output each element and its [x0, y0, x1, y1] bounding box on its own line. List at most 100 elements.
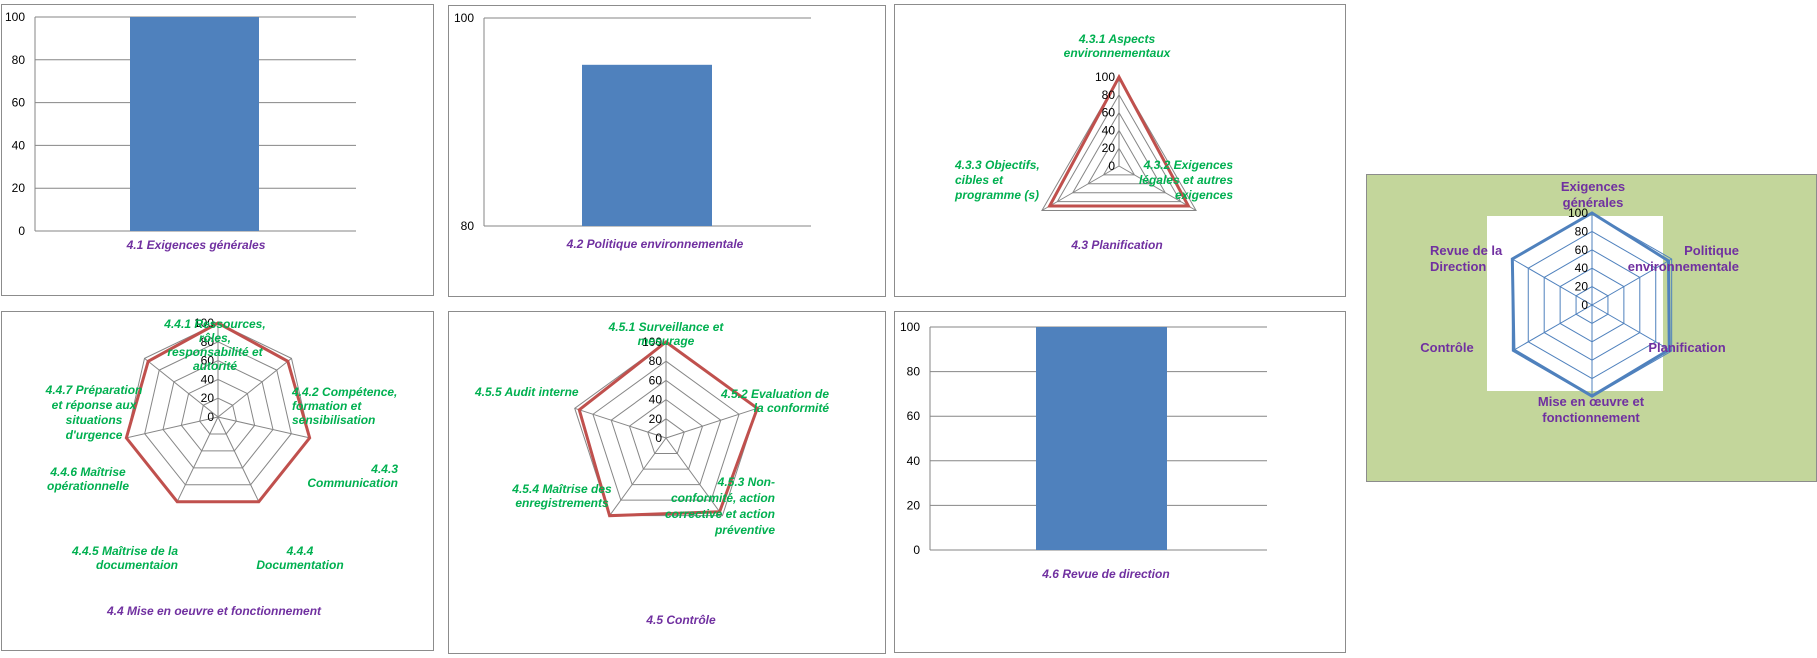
y-tick-label: 100	[5, 10, 25, 24]
axis-label: 4.4.5 Maîtrise de la documentaion	[71, 544, 178, 572]
axis-label: 4.3.1 Aspects environnementaux	[1064, 32, 1172, 60]
chart-title: 4.2 Politique environnementale	[566, 237, 744, 251]
radar-gridline	[199, 397, 237, 435]
r-tick-label: 60	[1102, 106, 1116, 120]
axis-label: 4.4.7 Préparation et réponse aux situation…	[45, 383, 143, 442]
radar-gridline	[592, 360, 740, 501]
radar-gridline	[180, 378, 256, 452]
axis-label: 4.4.4 Documentation	[256, 544, 343, 572]
chart-summary-panel: 0 20 40 60 80 100 Exigences générales Politique e…	[1366, 174, 1817, 482]
chart-4-3: 0 20 40 60 80 100 4.3.1 Aspects environnementau…	[954, 32, 1233, 252]
r-tick-label: 40	[201, 372, 215, 386]
chart-title: 4.4 Mise en oeuvre et fonctionnement	[106, 604, 322, 618]
radar-spoke	[1512, 258, 1593, 306]
y-tick-label: 20	[12, 181, 26, 195]
r-tick-label: 0	[655, 431, 662, 445]
axis-label: 4.4.3 Communication	[307, 462, 398, 490]
radar-series	[577, 340, 760, 518]
chart-4-5-panel: 0 20 40 60 80 100 4.5.1 Surveillance et mesurag…	[448, 311, 886, 654]
chart-title: 4.1 Exigences générales	[126, 238, 266, 252]
radar-spoke	[1591, 258, 1672, 306]
r-tick-label: 80	[1575, 224, 1589, 238]
r-tick-label: 40	[649, 393, 663, 407]
y-tick-label: 40	[12, 138, 26, 152]
radar-spoke	[609, 437, 667, 516]
r-tick-label: 80	[1102, 88, 1116, 102]
r-tick-label: 0	[1581, 298, 1588, 312]
axis-label: 4.5.3 Non-conformité, action corrective e…	[665, 475, 775, 537]
axis-label: Mise en œuvre et fonctionnement	[1538, 394, 1645, 425]
radar-gridline	[162, 360, 274, 469]
y-tick-label: 80	[907, 365, 921, 379]
chart-4-3-panel: 0 20 40 60 80 100 4.3.1 Aspects environnementau…	[894, 4, 1346, 297]
r-tick-label: 60	[1575, 243, 1589, 257]
r-tick-label: 100	[642, 335, 662, 349]
axis-label: 4.5.4 Maîtrise des enregistrements	[511, 482, 612, 510]
axis-label: Exigences générales	[1561, 179, 1625, 210]
radar-spoke	[665, 437, 723, 516]
radar-series	[1047, 73, 1191, 208]
r-tick-label: 40	[1575, 261, 1589, 275]
r-tick-label: 60	[649, 373, 663, 387]
y-tick-label: 100	[454, 11, 474, 25]
radar-gridline	[647, 418, 685, 455]
r-tick-label: 20	[1102, 141, 1116, 155]
y-tick-label: 20	[907, 498, 921, 512]
chart-4-6-panel: 0 20 40 60 80 100 4.6 Revue de direction	[894, 311, 1346, 653]
radar-gridline	[1087, 129, 1151, 185]
radar-series	[1510, 211, 1671, 398]
bar	[582, 64, 712, 226]
r-tick-label: 80	[201, 335, 215, 349]
radar-series	[124, 321, 312, 504]
radar-spoke	[217, 416, 260, 502]
r-tick-label: 20	[649, 412, 663, 426]
y-tick-label: 80	[461, 219, 475, 233]
r-tick-label: 0	[1108, 159, 1115, 173]
axis-label: Contrôle	[1420, 340, 1473, 355]
r-tick-label: 80	[649, 354, 663, 368]
chart-title: 4.6 Revue de direction	[1041, 567, 1169, 581]
axis-label: 4.4.1 Ressources, rôles, responsabilité et…	[163, 317, 265, 373]
r-tick-label: 100	[194, 316, 214, 330]
axis-label: Planification	[1648, 340, 1725, 355]
bar	[1036, 327, 1167, 550]
r-tick-label: 40	[1102, 123, 1116, 137]
radar-gridline	[628, 398, 704, 470]
y-tick-label: 80	[12, 53, 26, 67]
chart-4-2: 80 100 4.2 Politique environnementale	[454, 11, 811, 251]
axis-label: Revue de la Direction	[1430, 243, 1503, 274]
radar-spoke	[144, 358, 219, 418]
y-tick-label: 100	[900, 320, 920, 334]
radar-spoke	[1118, 165, 1197, 211]
radar-gridline	[1071, 111, 1167, 194]
r-tick-label: 20	[201, 391, 215, 405]
y-tick-label: 60	[907, 409, 921, 423]
axis-label: 4.3.3 Objectifs, cibles et programme (s)	[954, 158, 1040, 202]
radar-gridline	[610, 379, 722, 486]
r-tick-label: 60	[201, 354, 215, 368]
axis-label: 4.4.6 Maîtrise opérationnelle	[47, 465, 129, 493]
axis-label: 4.4.2 Compétence, formation et sensibilisa…	[291, 385, 397, 427]
y-tick-label: 0	[18, 224, 25, 238]
chart-title: 4.5 Contrôle	[645, 613, 716, 627]
radar-spoke	[217, 416, 310, 439]
y-tick-label: 60	[12, 96, 26, 110]
radar-spoke	[1041, 165, 1120, 211]
y-tick-label: 40	[907, 454, 921, 468]
radar-spoke	[665, 407, 758, 439]
chart-4-4-panel: 0 20 40 60 80 100 4.4.1 Ressources, rôles, respo…	[1, 311, 434, 651]
radar-spoke	[574, 407, 667, 439]
chart-4-1: 0 20 40 60 80 100 4.1 Exigences générales	[5, 10, 356, 252]
radar-spoke	[126, 416, 219, 439]
radar-spoke	[176, 416, 219, 502]
chart-4-2-panel: 80 100 4.2 Politique environnementale	[448, 5, 886, 297]
axis-label: Politique environnementale	[1628, 243, 1739, 274]
axis-label: 4.5.5 Audit interne	[474, 385, 579, 399]
radar-gridline	[1102, 147, 1136, 176]
r-tick-label: 100	[1095, 70, 1115, 84]
r-tick-label: 20	[1575, 280, 1589, 294]
r-tick-label: 0	[207, 410, 214, 424]
